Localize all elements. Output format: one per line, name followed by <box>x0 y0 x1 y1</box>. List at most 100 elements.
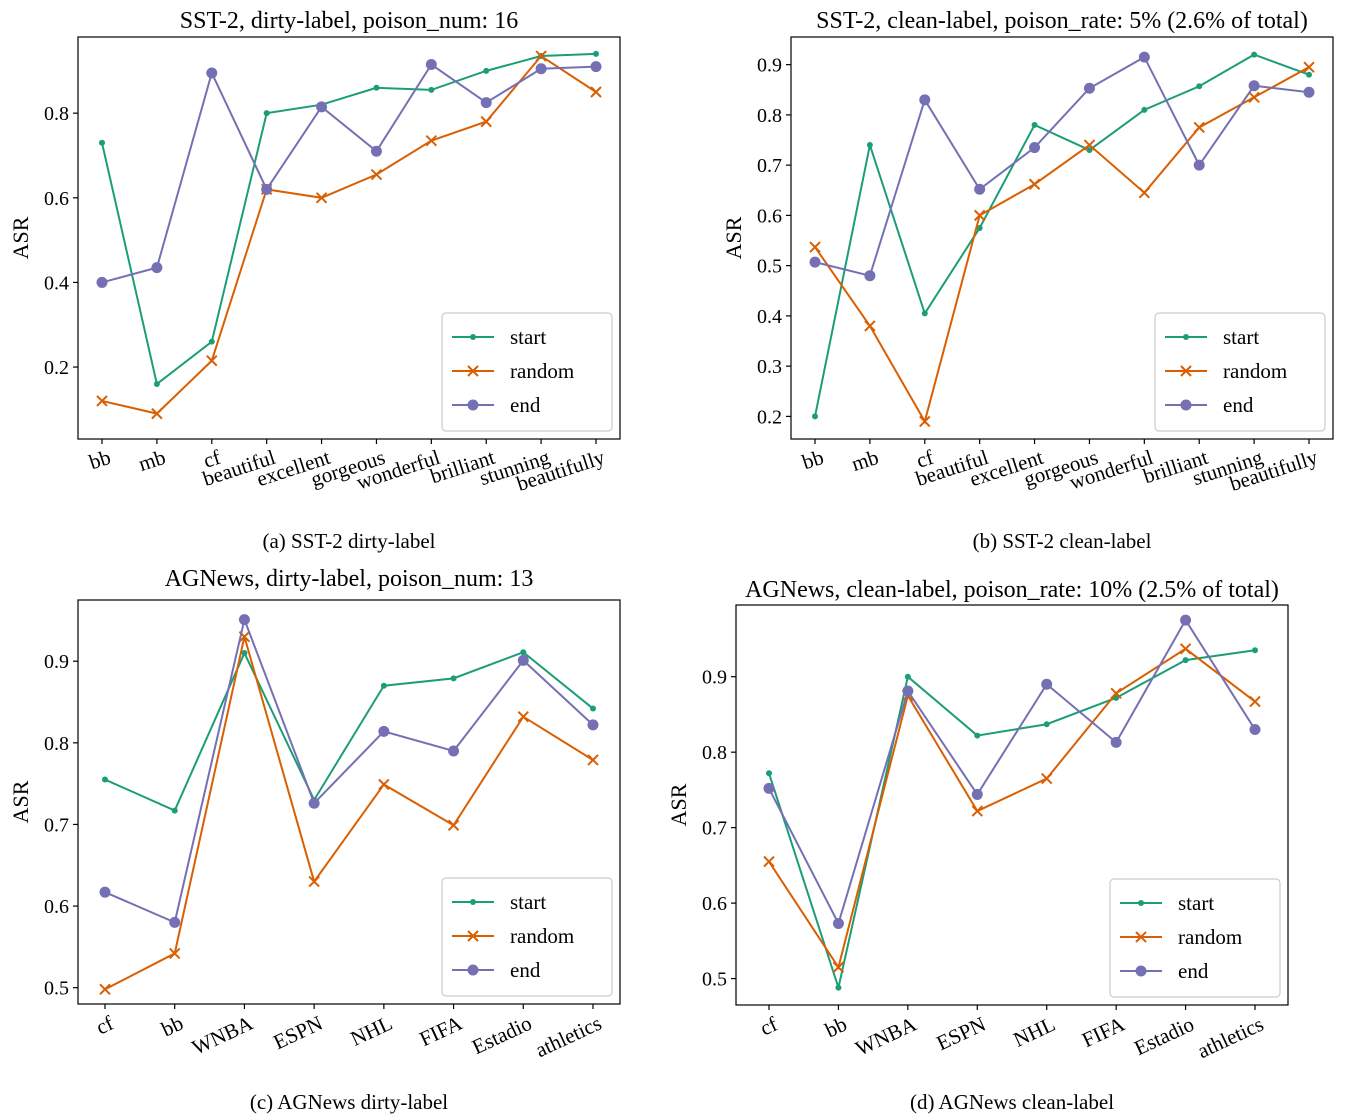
y-tick-label: 0.7 <box>702 818 727 840</box>
point-start <box>428 86 435 93</box>
point-end <box>1303 86 1315 98</box>
chart-caption: (d) AGNews clean-label <box>910 1090 1114 1114</box>
point-start <box>1141 106 1148 113</box>
point-end <box>378 725 390 737</box>
legend-item-random: random <box>452 924 574 948</box>
legend-item-end: end <box>1165 393 1254 417</box>
y-tick-label: 0.5 <box>757 256 782 278</box>
x-tick-label: athletics <box>532 1011 606 1062</box>
x-tick-label: bb <box>821 1012 850 1043</box>
point-start <box>1043 721 1050 728</box>
x-tick-label: cf <box>200 445 223 473</box>
point-end <box>316 101 328 113</box>
y-tick-label: 0.6 <box>44 896 69 918</box>
x-tick-label: cf <box>756 1012 781 1041</box>
point-end <box>448 745 460 757</box>
point-start <box>766 770 772 777</box>
point-end <box>1249 724 1261 736</box>
x-tick-label: ESPN <box>933 1012 990 1055</box>
point-start <box>373 84 380 91</box>
legend-item-end: end <box>452 958 541 982</box>
point-end <box>902 685 914 697</box>
point-random <box>1249 695 1261 708</box>
point-random <box>151 407 163 420</box>
legend-label-end: end <box>510 958 541 982</box>
y-axis-label: ASR <box>721 216 746 259</box>
y-tick-label: 0.9 <box>702 667 727 689</box>
point-random <box>973 209 986 222</box>
point-end <box>1193 159 1205 171</box>
y-tick-label: 0.6 <box>44 188 69 210</box>
x-tick-label: WNBA <box>188 1010 257 1059</box>
x-tick-label: NHL <box>347 1011 396 1051</box>
plot-frame <box>735 604 1289 1006</box>
point-random <box>447 819 460 831</box>
point-random <box>206 355 218 367</box>
legend-box <box>441 877 613 997</box>
point-random <box>535 50 547 62</box>
legend-item-random: random <box>452 359 574 383</box>
point-start <box>593 50 599 57</box>
point-end <box>151 262 163 274</box>
y-tick-label: 0.7 <box>44 814 69 836</box>
point-random <box>1041 772 1053 785</box>
y-axis-label: ASR <box>8 216 33 259</box>
point-start <box>483 67 490 74</box>
point-random <box>425 134 438 147</box>
point-end <box>480 97 492 109</box>
series-line-random <box>814 66 1310 425</box>
x-tick-label: NHL <box>1010 1012 1059 1052</box>
point-random <box>99 983 111 996</box>
y-tick-label: 0.8 <box>757 105 782 127</box>
point-end <box>535 63 547 75</box>
point-random <box>763 855 775 868</box>
legend-label-random: random <box>510 359 574 383</box>
point-start <box>1252 647 1258 654</box>
point-random <box>370 168 383 181</box>
legend-item-random: random <box>1120 925 1242 949</box>
legend-label-random: random <box>1178 925 1242 949</box>
point-random <box>1028 178 1041 190</box>
point-random <box>919 415 931 428</box>
plot-frame <box>77 36 621 440</box>
point-start <box>1251 51 1258 58</box>
y-tick-label: 0.2 <box>757 406 782 428</box>
y-tick-label: 0.6 <box>702 893 727 915</box>
x-tick-label: athletics <box>1194 1012 1268 1063</box>
point-end <box>99 886 111 898</box>
legend-label-start: start <box>510 325 546 349</box>
y-axis-label: ASR <box>8 780 33 823</box>
x-tick-label: ESPN <box>270 1011 327 1054</box>
x-tick-label: cf <box>92 1011 117 1040</box>
point-end <box>1041 678 1053 690</box>
y-tick-label: 0.8 <box>44 103 69 125</box>
point-start <box>1196 83 1203 90</box>
y-tick-label: 0.5 <box>702 969 727 991</box>
point-random <box>832 961 845 973</box>
point-random <box>809 241 821 253</box>
chart-title: SST-2, dirty-label, poison_num: 16 <box>180 8 518 34</box>
point-end <box>206 67 218 79</box>
point-start <box>1306 71 1312 78</box>
point-start <box>171 807 178 814</box>
x-tick-label: cf <box>913 445 936 473</box>
point-start <box>153 380 160 387</box>
point-random <box>1110 687 1122 700</box>
legend-item-start: start <box>1120 891 1214 915</box>
point-start <box>450 675 457 682</box>
point-start <box>812 413 818 420</box>
chart-title: SST-2, clean-label, poison_rate: 5% (2.6… <box>816 8 1308 34</box>
legend-item-start: start <box>1165 325 1259 349</box>
point-random <box>315 192 328 204</box>
point-random <box>590 86 602 98</box>
y-tick-label: 0.8 <box>44 733 69 755</box>
series-line-end <box>101 63 597 284</box>
point-random <box>1248 91 1260 104</box>
legend-item-start: start <box>452 890 546 914</box>
point-random <box>1193 121 1205 134</box>
legend-label-end: end <box>1223 393 1254 417</box>
point-end <box>308 797 320 809</box>
point-end <box>261 183 273 195</box>
x-tick-label: WNBA <box>852 1011 921 1060</box>
